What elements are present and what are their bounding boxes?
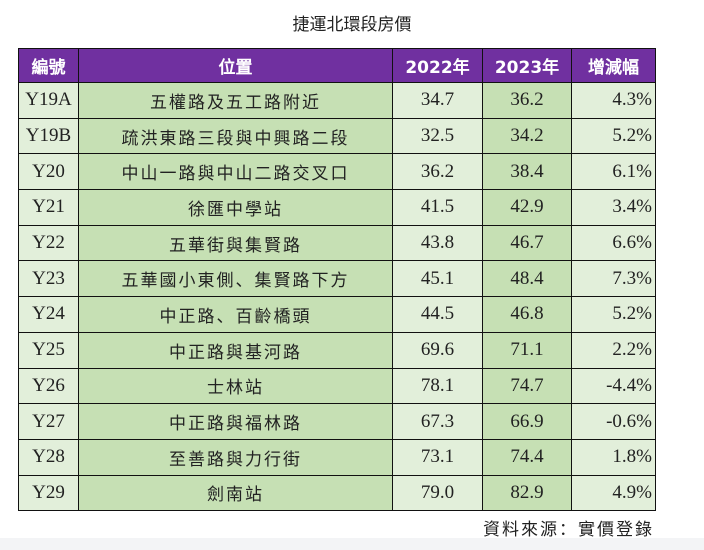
price-2023-cell: 36.2 [482, 82, 572, 119]
table-row: Y23 五華國小東側、集賢路下方 45.1 48.4 7.3% [18, 260, 656, 298]
change-pct-cell: 1.8% [571, 438, 656, 476]
change-pct-cell: 4.9% [571, 474, 656, 512]
location-cell: 五華街與集賢路 [78, 224, 393, 262]
price-2023-cell: 46.7 [482, 224, 572, 262]
table-row: Y28 至善路與力行街 73.1 74.4 1.8% [18, 438, 656, 476]
price-2022-cell: 69.6 [392, 331, 483, 369]
change-pct-cell: 2.2% [571, 331, 656, 369]
house-price-table: 編號 位置 2022年 2023年 增減幅 Y19A 五權路及五工路附近 34.7 3… [18, 48, 656, 512]
price-2023-cell: 42.9 [482, 189, 572, 226]
table-row: Y24 中正路、百齡橋頭 44.5 46.8 5.2% [18, 296, 656, 333]
change-pct-cell: 3.4% [571, 189, 656, 226]
location-cell: 五華國小東側、集賢路下方 [78, 260, 393, 298]
station-id-cell: Y29 [18, 474, 79, 512]
table-row: Y20 中山一路與中山二路交叉口 36.2 38.4 6.1% [18, 153, 656, 191]
price-2023-cell: 66.9 [482, 403, 572, 440]
change-pct-cell: 5.2% [571, 296, 656, 333]
station-id-cell: Y28 [18, 438, 79, 476]
change-pct-cell: 6.1% [571, 153, 656, 191]
table-row: Y26 士林站 78.1 74.7 -4.4% [18, 367, 656, 405]
station-id-cell: Y19A [18, 82, 79, 119]
station-id-cell: Y24 [18, 296, 79, 333]
price-2023-cell: 34.2 [482, 117, 572, 155]
station-id-cell: Y19B [18, 117, 79, 155]
price-2022-cell: 78.1 [392, 367, 483, 405]
price-2023-cell: 71.1 [482, 331, 572, 369]
table-row: Y21 徐匯中學站 41.5 42.9 3.4% [18, 189, 656, 226]
price-2022-cell: 73.1 [392, 438, 483, 476]
price-2022-cell: 41.5 [392, 189, 483, 226]
location-cell: 疏洪東路三段與中興路二段 [78, 117, 393, 155]
price-2022-cell: 45.1 [392, 260, 483, 298]
location-cell: 五權路及五工路附近 [78, 82, 393, 119]
table-title: 捷運北環段房價 [292, 15, 412, 35]
price-2023-cell: 74.7 [482, 367, 572, 405]
price-2022-cell: 79.0 [392, 474, 483, 512]
station-id-cell: Y23 [18, 260, 79, 298]
bottom-bar [0, 538, 704, 550]
table-row: Y27 中正路與福林路 67.3 66.9 -0.6% [18, 403, 656, 440]
header-2023: 2023年 [482, 48, 572, 83]
table-row: Y22 五華街與集賢路 43.8 46.7 6.6% [18, 224, 656, 262]
location-cell: 中正路與福林路 [78, 403, 393, 440]
table-row: Y19A 五權路及五工路附近 34.7 36.2 4.3% [18, 82, 656, 119]
change-pct-cell: 5.2% [571, 117, 656, 155]
price-2023-cell: 48.4 [482, 260, 572, 298]
station-id-cell: Y20 [18, 153, 79, 191]
header-change: 增減幅 [571, 48, 656, 83]
header-2022: 2022年 [392, 48, 483, 83]
price-2022-cell: 34.7 [392, 82, 483, 119]
location-cell: 中正路、百齡橋頭 [78, 296, 393, 333]
change-pct-cell: 4.3% [571, 82, 656, 119]
location-cell: 劍南站 [78, 474, 393, 512]
station-id-cell: Y25 [18, 331, 79, 369]
location-cell: 徐匯中學站 [78, 189, 393, 226]
header-row: 編號 位置 2022年 2023年 增減幅 [18, 48, 656, 83]
location-cell: 中正路與基河路 [78, 331, 393, 369]
station-id-cell: Y27 [18, 403, 79, 440]
location-cell: 中山一路與中山二路交叉口 [78, 153, 393, 191]
table-row: Y25 中正路與基河路 69.6 71.1 2.2% [18, 331, 656, 369]
change-pct-cell: -0.6% [571, 403, 656, 440]
station-id-cell: Y21 [18, 189, 79, 226]
table-row: Y19B 疏洪東路三段與中興路二段 32.5 34.2 5.2% [18, 117, 656, 155]
change-pct-cell: 6.6% [571, 224, 656, 262]
price-2023-cell: 74.4 [482, 438, 572, 476]
price-2023-cell: 38.4 [482, 153, 572, 191]
station-id-cell: Y22 [18, 224, 79, 262]
table-row: Y29 劍南站 79.0 82.9 4.9% [18, 474, 656, 512]
price-2022-cell: 32.5 [392, 117, 483, 155]
location-cell: 士林站 [78, 367, 393, 405]
price-2023-cell: 82.9 [482, 474, 572, 512]
price-2022-cell: 43.8 [392, 224, 483, 262]
source-note: 資料來源：實價登錄 [483, 520, 654, 540]
change-pct-cell: -4.4% [571, 367, 656, 405]
price-2022-cell: 67.3 [392, 403, 483, 440]
station-id-cell: Y26 [18, 367, 79, 405]
price-2022-cell: 36.2 [392, 153, 483, 191]
header-id: 編號 [18, 48, 79, 83]
header-location: 位置 [78, 48, 393, 83]
price-2023-cell: 46.8 [482, 296, 572, 333]
location-cell: 至善路與力行街 [78, 438, 393, 476]
change-pct-cell: 7.3% [571, 260, 656, 298]
price-2022-cell: 44.5 [392, 296, 483, 333]
